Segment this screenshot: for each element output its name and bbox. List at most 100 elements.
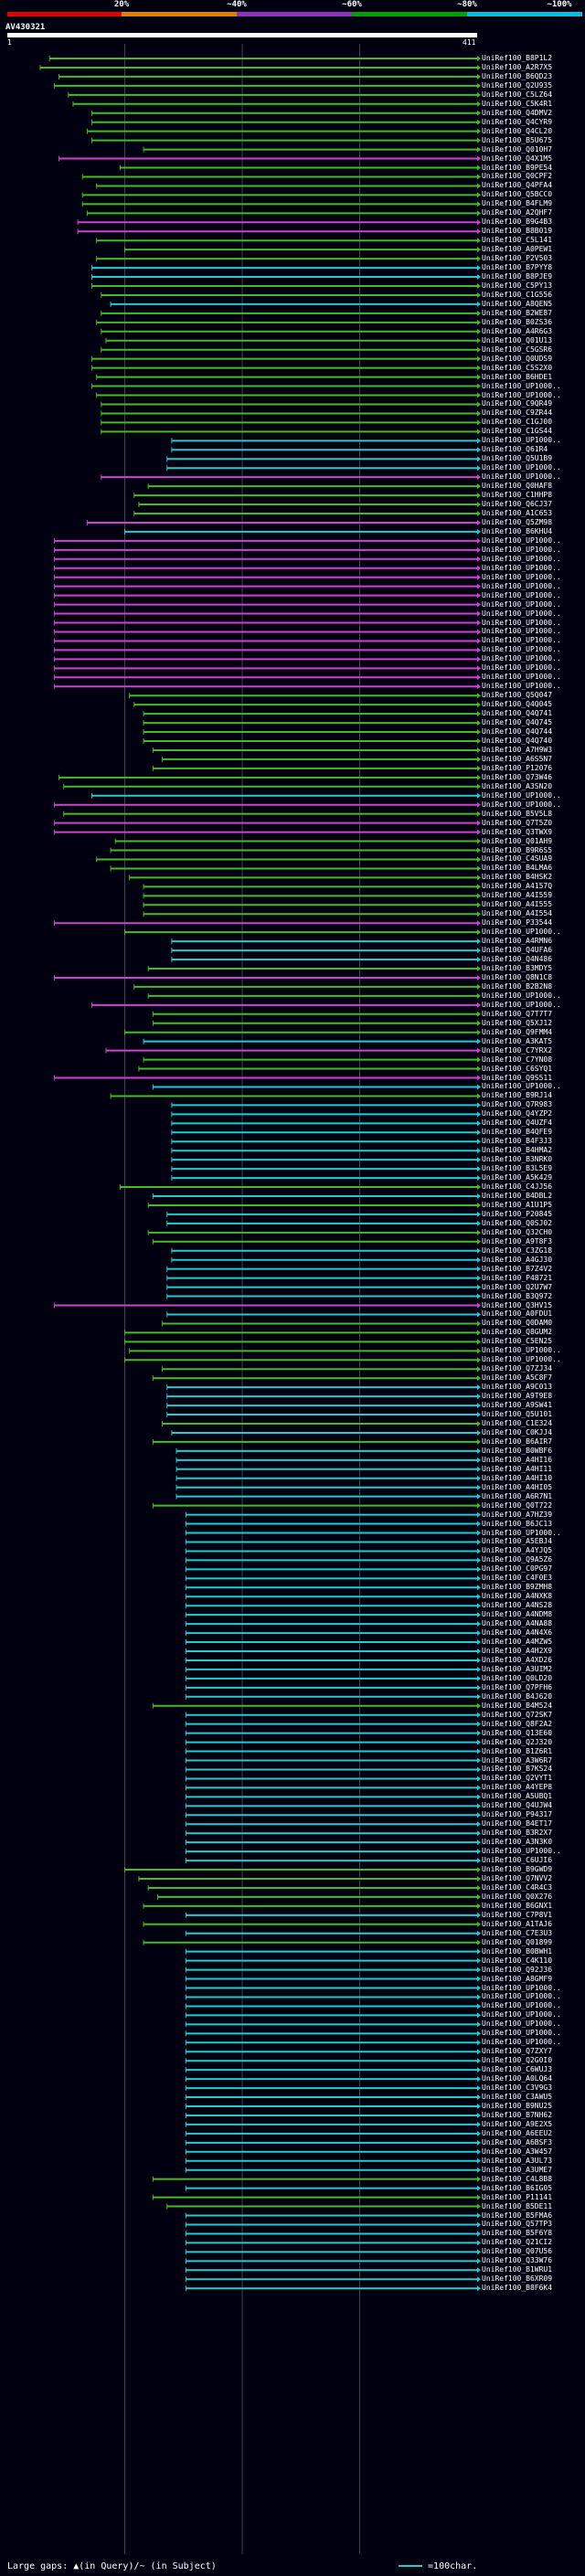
hit-label[interactable]: UniRef100_Q0T722: [482, 1500, 553, 1510]
hit-label[interactable]: UniRef100_Q4UJW4: [482, 1801, 553, 1810]
hit-label[interactable]: UniRef100_B4DBL2: [482, 1192, 553, 1200]
hit-label[interactable]: UniRef100_Q5XJ12: [482, 1018, 553, 1027]
hit-label[interactable]: UniRef100_A5K429: [482, 1173, 553, 1182]
hit-label[interactable]: UniRef100_UP1000..: [482, 673, 561, 682]
hit-label[interactable]: UniRef100_B3R2X7: [482, 1829, 553, 1838]
hit-label[interactable]: UniRef100_B4M524: [482, 1701, 553, 1710]
hit-label[interactable]: UniRef100_Q0DAM0: [482, 1319, 553, 1328]
hit-label[interactable]: UniRef100_UP1000..: [482, 1082, 561, 1091]
hit-label[interactable]: UniRef100_C9ZR44: [482, 408, 553, 418]
hit-label[interactable]: UniRef100_B3MDY5: [482, 964, 553, 972]
hit-label[interactable]: UniRef100_B9NU25: [482, 2102, 553, 2110]
hit-label[interactable]: UniRef100_Q7ZJ34: [482, 1364, 553, 1373]
hit-label[interactable]: UniRef100_UP1000..: [482, 381, 561, 390]
hit-label[interactable]: UniRef100_B9ZMH8: [482, 1583, 553, 1592]
hit-label[interactable]: UniRef100_Q9FMM4: [482, 1027, 553, 1036]
hit-label[interactable]: UniRef100_UP1000..: [482, 1847, 561, 1856]
hit-label[interactable]: UniRef100_A3W457: [482, 2147, 553, 2156]
hit-label[interactable]: UniRef100_Q7T5Z0: [482, 818, 553, 827]
hit-label[interactable]: UniRef100_C9QR49: [482, 399, 553, 408]
hit-label[interactable]: UniRef100_UP1000..: [482, 463, 561, 472]
hit-label[interactable]: UniRef100_Q9A5Z6: [482, 1555, 553, 1564]
hit-label[interactable]: UniRef100_Q0SJ02: [482, 1218, 553, 1227]
hit-label[interactable]: UniRef100_B4ET17: [482, 1819, 553, 1829]
hit-label[interactable]: UniRef100_B4LMA6: [482, 864, 553, 873]
hit-label[interactable]: UniRef100_Q7T7T7: [482, 1009, 553, 1018]
hit-label[interactable]: UniRef100_A3KAT5: [482, 1036, 553, 1045]
hit-label[interactable]: UniRef100_C4SUA9: [482, 854, 553, 864]
hit-label[interactable]: UniRef100_B6JC13: [482, 1519, 553, 1528]
hit-label[interactable]: UniRef100_UP1000..: [482, 599, 561, 609]
hit-label[interactable]: UniRef100_A9T9E8: [482, 1392, 553, 1401]
hit-label[interactable]: UniRef100_A3N3K0: [482, 1838, 553, 1847]
hit-label[interactable]: UniRef100_B4HMA2: [482, 1146, 553, 1155]
hit-label[interactable]: UniRef100_UP1000..: [482, 535, 561, 545]
hit-label[interactable]: UniRef100_B5U675: [482, 135, 553, 144]
hit-label[interactable]: UniRef100_C1GJ00: [482, 418, 553, 427]
hit-label[interactable]: UniRef100_A4HI16: [482, 1455, 553, 1464]
hit-label[interactable]: UniRef100_A6S5N7: [482, 754, 553, 763]
hit-label[interactable]: UniRef100_A5EBJ4: [482, 1537, 553, 1546]
hit-label[interactable]: UniRef100_Q0X276: [482, 1892, 553, 1901]
hit-label[interactable]: UniRef100_Q73W46: [482, 772, 553, 781]
hit-label[interactable]: UniRef100_C3AWU5: [482, 2093, 553, 2102]
hit-label[interactable]: UniRef100_Q8GUM2: [482, 1328, 553, 1337]
hit-label[interactable]: UniRef100_B5DE11: [482, 2201, 553, 2210]
hit-label[interactable]: UniRef100_C4L8B8: [482, 2174, 553, 2183]
hit-label[interactable]: UniRef100_Q21CI2: [482, 2238, 553, 2247]
hit-label[interactable]: UniRef100_B7KS24: [482, 1765, 553, 1774]
hit-label[interactable]: UniRef100_UP1000..: [482, 663, 561, 673]
hit-label[interactable]: UniRef100_Q5U101: [482, 1410, 553, 1419]
hit-label[interactable]: UniRef100_B2B2N8: [482, 981, 553, 991]
hit-label[interactable]: UniRef100_Q4N486: [482, 955, 553, 964]
hit-label[interactable]: UniRef100_UP1000..: [482, 2029, 561, 2038]
hit-label[interactable]: UniRef100_A5UBQ1: [482, 1792, 553, 1801]
hit-label[interactable]: UniRef100_C1HHP8: [482, 491, 553, 500]
hit-label[interactable]: UniRef100_A5C8F7: [482, 1373, 553, 1383]
hit-label[interactable]: UniRef100_C4JJ56: [482, 1182, 553, 1192]
hit-label[interactable]: UniRef100_A1U1P5: [482, 1200, 553, 1209]
hit-label[interactable]: UniRef100_B6KHU4: [482, 526, 553, 535]
hit-label[interactable]: UniRef100_C4R4C3: [482, 1882, 553, 1892]
hit-label[interactable]: UniRef100_Q2G0I0: [482, 2056, 553, 2065]
hit-label[interactable]: UniRef100_Q4YZP2: [482, 1109, 553, 1118]
hit-label[interactable]: UniRef100_UP1000..: [482, 654, 561, 663]
hit-label[interactable]: UniRef100_Q2J320: [482, 1737, 553, 1746]
hit-label[interactable]: UniRef100_Q4Q741: [482, 709, 553, 718]
hit-label[interactable]: UniRef100_UP1000..: [482, 1355, 561, 1364]
hit-label[interactable]: UniRef100_B4FLM9: [482, 199, 553, 208]
hit-label[interactable]: UniRef100_C1E324: [482, 1419, 553, 1427]
hit-label[interactable]: UniRef100_B7PYY8: [482, 263, 553, 272]
hit-label[interactable]: UniRef100_A2QHF7: [482, 208, 553, 217]
hit-label[interactable]: UniRef100_Q01899: [482, 1937, 553, 1946]
hit-label[interactable]: UniRef100_P12076: [482, 763, 553, 772]
hit-label[interactable]: UniRef100_UP1000..: [482, 2038, 561, 2047]
hit-label[interactable]: UniRef100_UP1000..: [482, 627, 561, 636]
hit-label[interactable]: UniRef100_A2R7X5: [482, 62, 553, 71]
hit-label[interactable]: UniRef100_A4NXK8: [482, 1592, 553, 1601]
hit-label[interactable]: UniRef100_Q0CPF2: [482, 172, 553, 181]
hit-label[interactable]: UniRef100_UP1000..: [482, 1983, 561, 1992]
hit-label[interactable]: UniRef100_UP1000..: [482, 2001, 561, 2010]
hit-label[interactable]: UniRef100_A1C653: [482, 509, 553, 517]
hit-label[interactable]: UniRef100_UP1000..: [482, 609, 561, 618]
hit-label[interactable]: UniRef100_B5F6Y8: [482, 2229, 553, 2238]
hit-label[interactable]: UniRef100_C0PG97: [482, 1564, 553, 1574]
hit-label[interactable]: UniRef100_A4HI05: [482, 1482, 553, 1491]
hit-label[interactable]: UniRef100_Q0HAF8: [482, 482, 553, 491]
hit-label[interactable]: UniRef100_Q13E60: [482, 1728, 553, 1737]
hit-label[interactable]: UniRef100_C5GSR6: [482, 345, 553, 354]
hit-label[interactable]: UniRef100_A3W6R7: [482, 1755, 553, 1765]
hit-label[interactable]: UniRef100_C5LZ64: [482, 90, 553, 99]
hit-label[interactable]: UniRef100_B3L5E9: [482, 1164, 553, 1173]
hit-label[interactable]: UniRef100_P48721: [482, 1273, 553, 1282]
hit-label[interactable]: UniRef100_C5L141: [482, 236, 553, 245]
hit-label[interactable]: UniRef100_B6GNX1: [482, 1901, 553, 1910]
hit-label[interactable]: UniRef100_B5V5L8: [482, 809, 553, 818]
hit-label[interactable]: UniRef100_B7NH62: [482, 2110, 553, 2119]
hit-label[interactable]: UniRef100_Q4Q744: [482, 727, 553, 737]
hit-label[interactable]: UniRef100_A4I555: [482, 900, 553, 909]
hit-label[interactable]: UniRef100_P33544: [482, 918, 553, 928]
hit-label[interactable]: UniRef100_A6R7N1: [482, 1491, 553, 1500]
hit-label[interactable]: UniRef100_A0LQ64: [482, 2074, 553, 2083]
